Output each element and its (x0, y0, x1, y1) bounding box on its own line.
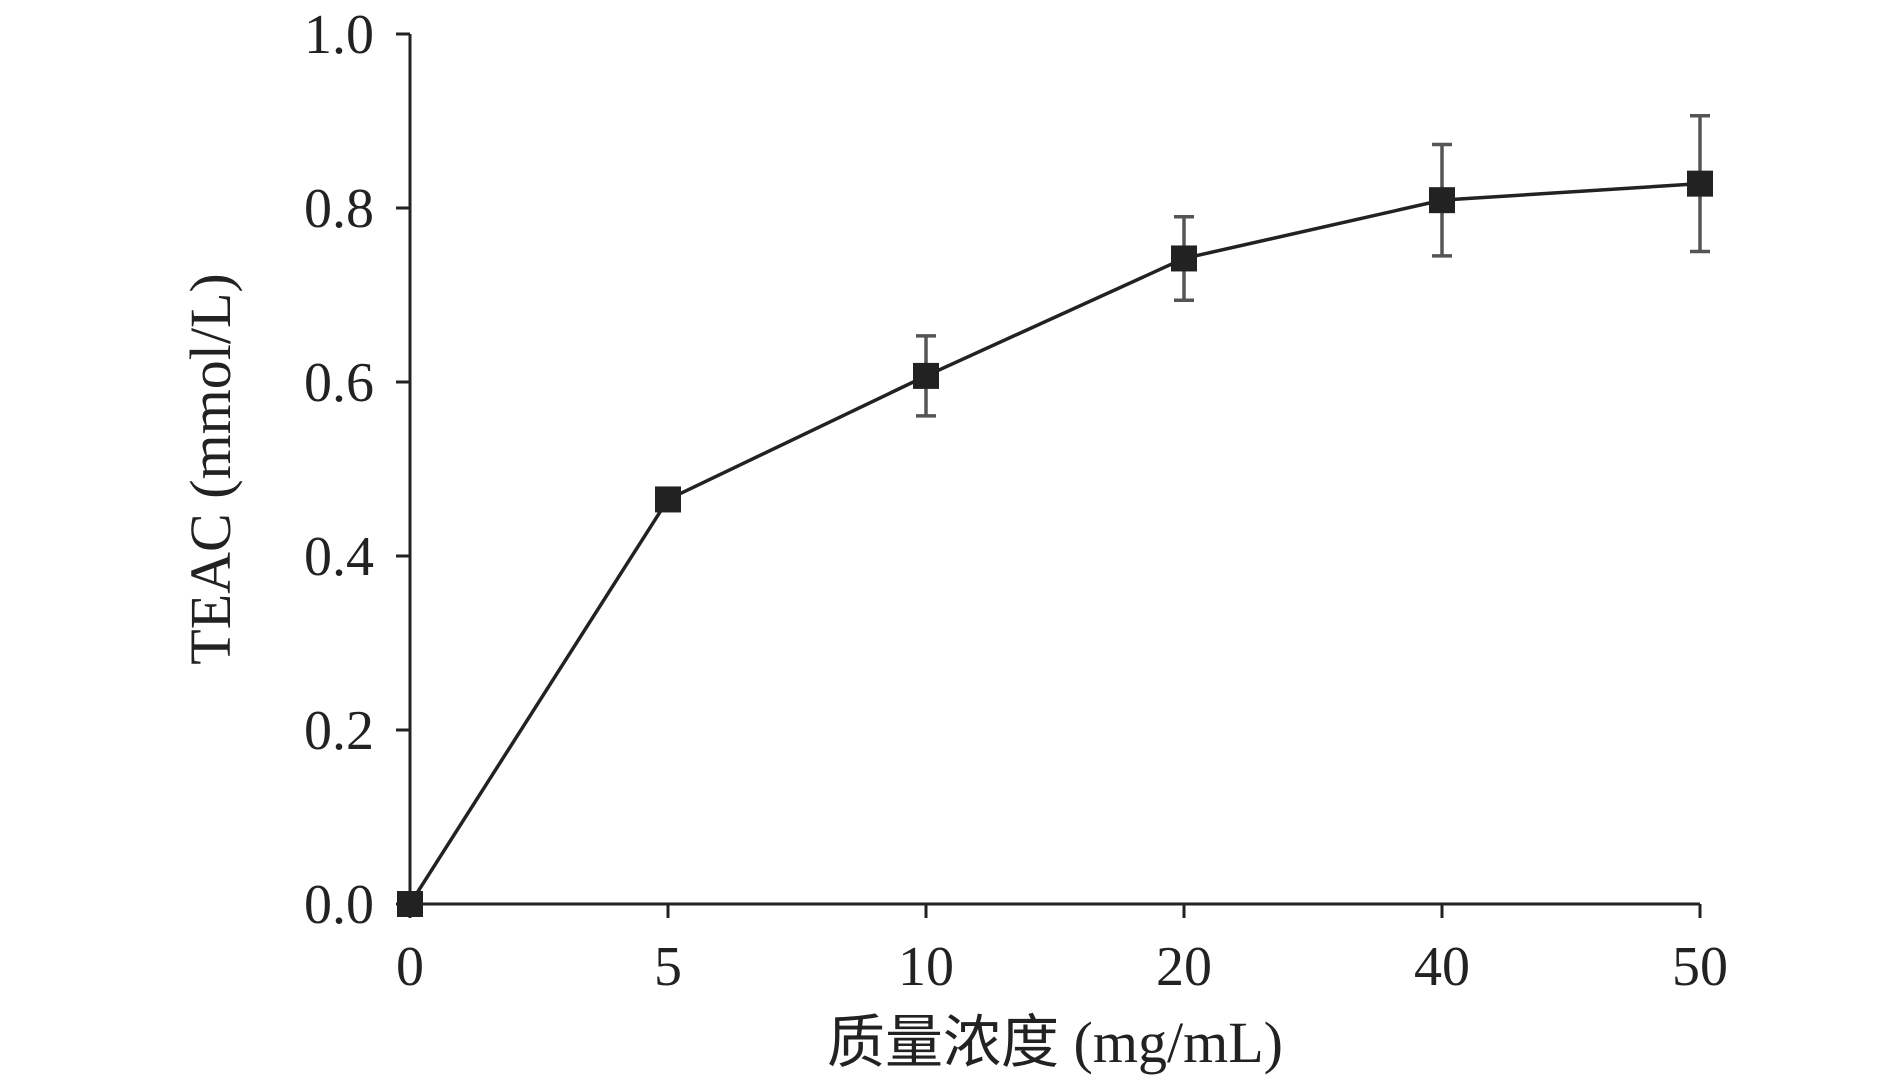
x-axis-ticks: 0 5 10 20 40 50 (396, 904, 1728, 998)
data-point-marker (655, 486, 681, 513)
y-tick-label: 0.2 (304, 700, 374, 762)
x-tick-label: 10 (898, 936, 954, 998)
x-tick-label: 0 (396, 936, 424, 998)
series-0 (397, 114, 1713, 917)
y-tick-label: 0.6 (304, 352, 374, 414)
x-tick-label: 20 (1156, 936, 1212, 998)
data-point-marker (1171, 245, 1197, 272)
series-layer (397, 114, 1713, 917)
data-point-marker (913, 362, 939, 389)
y-axis-ticks: 0.0 0.2 0.4 0.6 0.8 1.0 (304, 4, 410, 936)
y-axis-title: TEAC (mmol/L) (178, 273, 243, 664)
data-point-marker (1429, 187, 1455, 214)
x-tick-label: 5 (654, 936, 682, 998)
axes (408, 34, 1700, 906)
series-line (408, 181, 1701, 905)
data-point-marker (1687, 170, 1713, 197)
y-tick-label: 0.4 (304, 526, 374, 588)
y-tick-label: 0.8 (304, 178, 374, 240)
data-point-marker (397, 891, 423, 917)
y-tick-label: 0.0 (304, 874, 374, 936)
x-tick-label: 40 (1414, 936, 1470, 998)
x-tick-label: 50 (1672, 936, 1728, 998)
y-tick-label: 1.0 (304, 4, 374, 66)
x-axis-title: 质量浓度 (mg/mL) (827, 1010, 1283, 1075)
